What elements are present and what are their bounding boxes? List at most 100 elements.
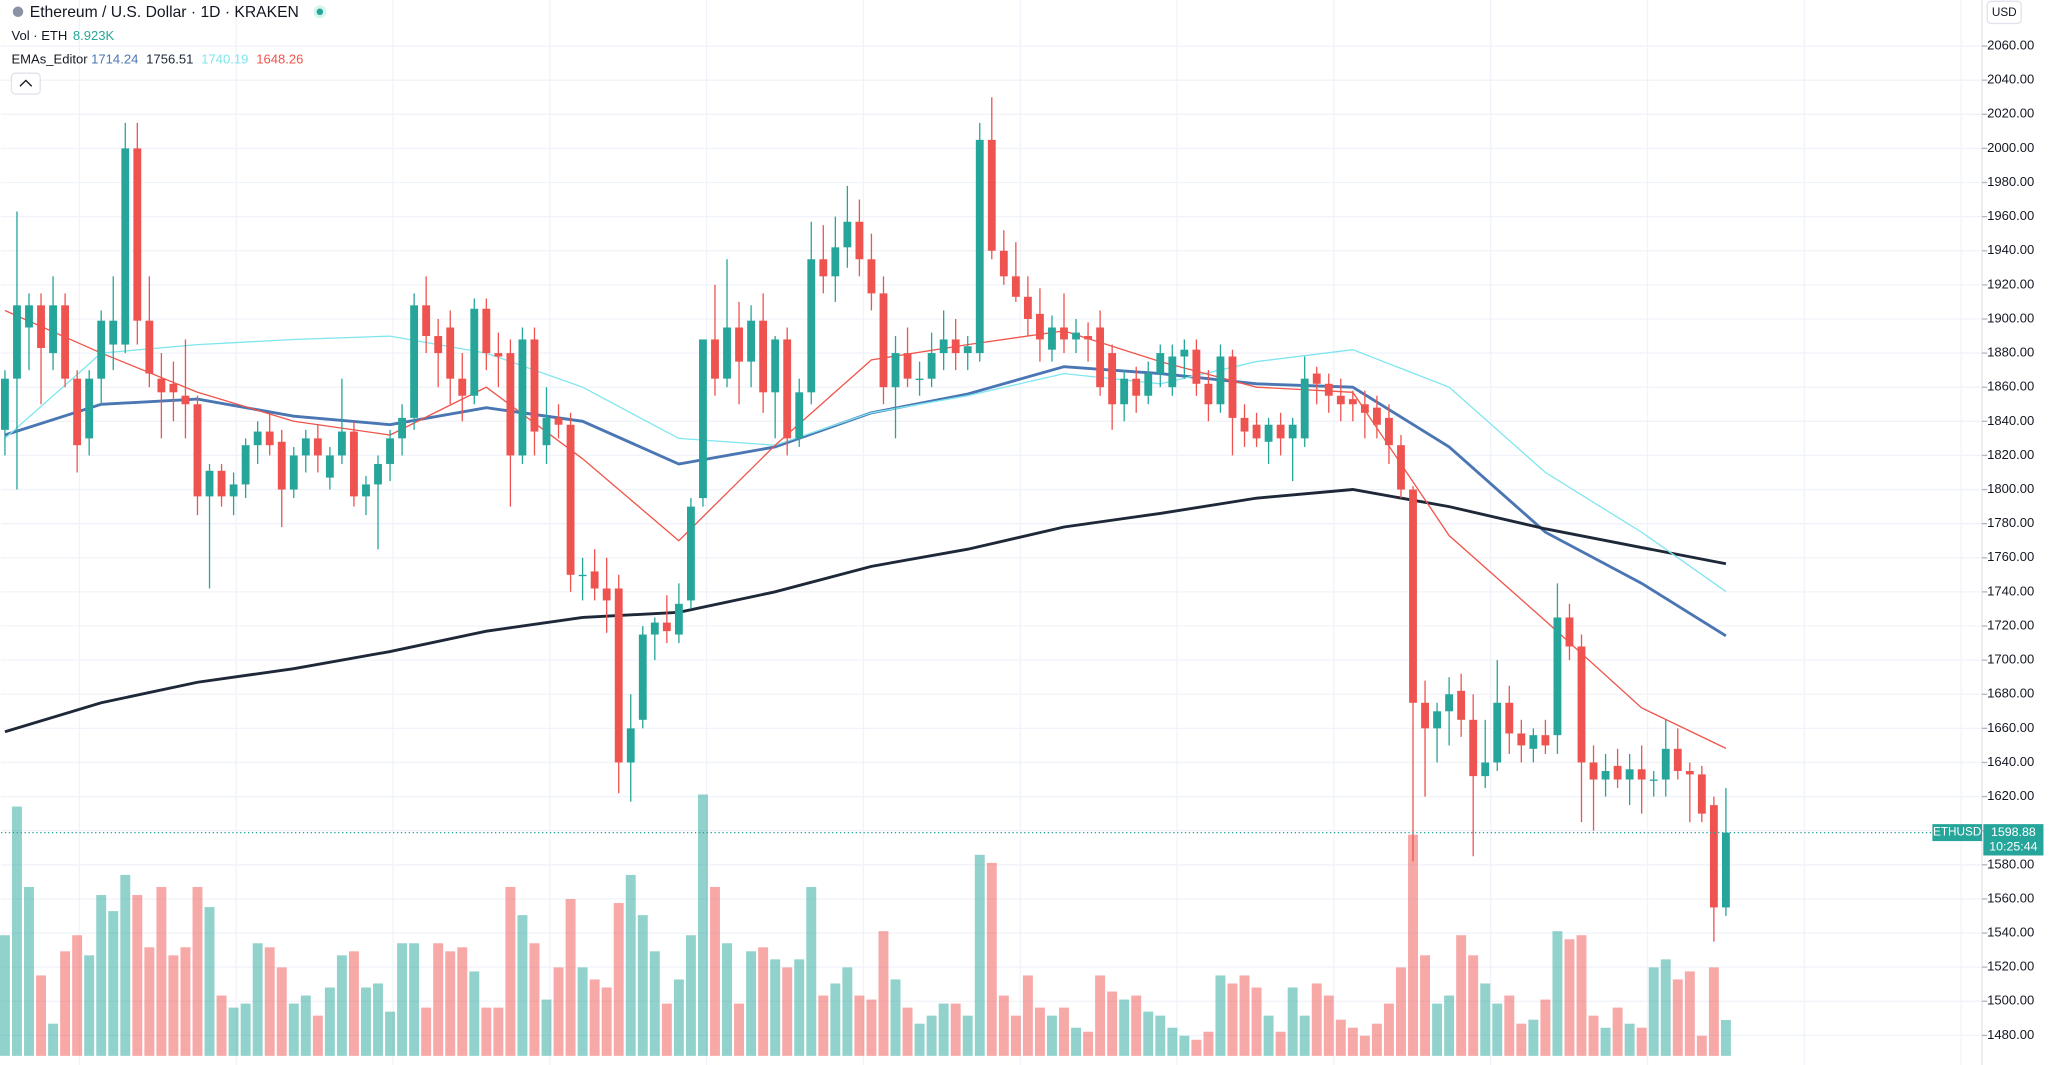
volume-bar (1311, 983, 1322, 1056)
candle-body (1072, 332, 1080, 340)
candle-body (1216, 356, 1225, 405)
volume-bar (1396, 967, 1406, 1056)
volume-bar (481, 1007, 492, 1056)
volume-bar (1347, 1027, 1358, 1056)
volume-bar (60, 951, 71, 1056)
volume-bar (156, 886, 167, 1056)
volume-bar (613, 903, 624, 1056)
y-tick-label: 1860.00 (1987, 379, 2034, 394)
volume-bar (1287, 987, 1298, 1056)
candle-body (1168, 356, 1177, 388)
volume-bar (144, 947, 155, 1056)
candle-body (939, 339, 948, 354)
candle-body (674, 603, 683, 635)
volume-bar (1155, 1015, 1166, 1056)
volume-bar (1564, 939, 1575, 1056)
y-tick-label: 1520.00 (1987, 959, 2034, 974)
candle-body (1721, 832, 1730, 908)
candle-body (999, 250, 1008, 277)
volume-bar (1383, 1003, 1394, 1056)
volume-bar (637, 915, 648, 1056)
volume-bar (1540, 999, 1551, 1056)
volume-bar (878, 931, 889, 1056)
volume-bar (890, 979, 901, 1056)
volume-bar (986, 862, 997, 1056)
y-tick-label: 2060.00 (1987, 38, 2034, 53)
volume-bar (0, 935, 10, 1056)
volume-bar (1588, 1015, 1599, 1056)
volume-bar (324, 987, 335, 1056)
volume-bar (577, 967, 588, 1056)
volume-bar (1636, 1027, 1647, 1056)
candle-body (386, 438, 394, 464)
volume-bar (36, 975, 46, 1056)
candle-body (590, 571, 599, 589)
volume-bar (493, 1007, 504, 1056)
candle-body (1312, 373, 1321, 384)
y-tick-label: 2040.00 (1987, 72, 2034, 87)
volume-bar (722, 943, 732, 1056)
candle-body (410, 305, 419, 418)
candle-body (217, 470, 226, 497)
candle-body (1421, 702, 1429, 729)
volume-bar (649, 951, 660, 1056)
currency-button[interactable] (1986, 0, 2022, 25)
volume-bar (228, 1007, 239, 1056)
y-tick-label: 1640.00 (1987, 754, 2034, 769)
volume-bar (746, 951, 757, 1056)
candle-body (1060, 327, 1068, 340)
candle-body (181, 395, 190, 405)
market-status-dot (316, 8, 324, 16)
candle-body (362, 484, 370, 497)
volume-bar (794, 959, 805, 1056)
candle-body (1084, 336, 1092, 340)
candle-body (1192, 349, 1201, 384)
candle-body (145, 320, 154, 374)
volume-bar (1576, 935, 1587, 1056)
candle-body (97, 320, 106, 379)
candle-body (867, 259, 876, 294)
candle-body (1529, 735, 1538, 749)
candle-body (1709, 805, 1718, 908)
candle-body (265, 431, 274, 446)
volume-bar (1275, 1031, 1286, 1056)
volume-bar (1468, 955, 1479, 1056)
candle-body (169, 383, 178, 393)
collapse-button[interactable] (10, 72, 41, 95)
candle-body (301, 438, 310, 456)
volume-bar (1624, 1023, 1635, 1056)
symbol-tag (1932, 824, 1983, 842)
candle-body (193, 404, 202, 497)
candle-body (1433, 711, 1442, 729)
volume-bar (108, 911, 119, 1056)
candle-body (662, 622, 671, 632)
candle-body (73, 378, 82, 446)
candle-body (1276, 424, 1285, 439)
candle-body (927, 353, 936, 379)
candle-body (686, 506, 695, 601)
volume-bar (1227, 983, 1238, 1056)
candle-body (915, 378, 924, 380)
volume-bar (168, 955, 179, 1056)
volume-bar (1239, 975, 1250, 1056)
candle-layer (1, 97, 1730, 942)
candle-body (1577, 646, 1586, 763)
y-tick-label: 1700.00 (1987, 652, 2034, 667)
candle-body (1553, 617, 1562, 736)
volume-bar (974, 854, 985, 1056)
volume-bar (1504, 995, 1515, 1056)
candle-body (1397, 445, 1405, 490)
y-tick-label: 1900.00 (1987, 310, 2034, 325)
candle-body (121, 148, 130, 345)
volume-bar (336, 955, 347, 1056)
y-tick-label: 1480.00 (1987, 1027, 2034, 1042)
volume-bar (72, 935, 83, 1056)
candle-body (1048, 327, 1056, 350)
candle-body (963, 346, 972, 354)
volume-bar (1432, 1003, 1443, 1056)
volume-bar (457, 947, 468, 1056)
candle-body (1372, 407, 1381, 425)
volume-bar (1371, 1023, 1382, 1056)
candle-body (277, 441, 286, 490)
